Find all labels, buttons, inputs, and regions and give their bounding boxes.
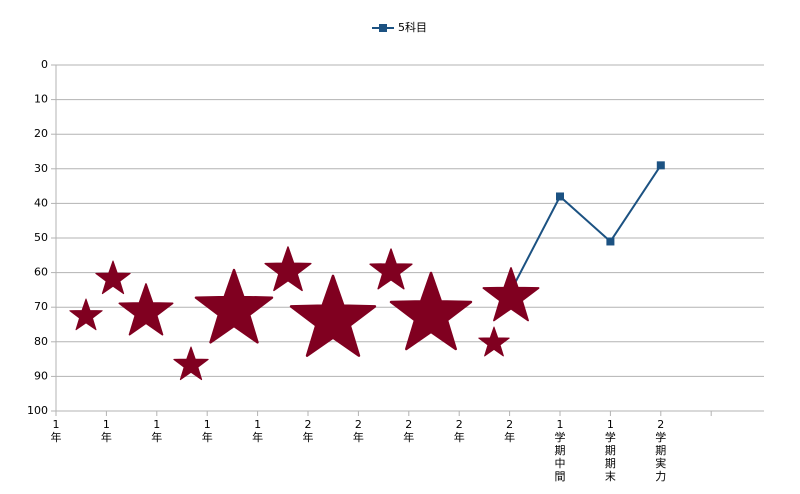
star <box>479 327 509 356</box>
y-tick-label: 50 <box>34 231 48 244</box>
star <box>196 270 272 342</box>
x-tick-label: 1 学期期末 <box>605 418 616 483</box>
star <box>70 299 102 330</box>
y-tick-label: 10 <box>34 93 48 106</box>
y-tick-label: 60 <box>34 266 48 279</box>
legend-label: 5科目 <box>398 20 427 34</box>
x-tick-label: 1 学期中間 <box>555 418 566 483</box>
y-tick-label: 100 <box>27 404 48 417</box>
data-point <box>656 161 665 170</box>
y-tick-label: 30 <box>34 162 48 175</box>
star-decorations <box>70 247 539 380</box>
star <box>96 261 130 294</box>
y-tick-label: 0 <box>41 58 48 71</box>
star <box>483 268 538 320</box>
data-point <box>606 237 615 246</box>
y-tick-label: 70 <box>34 300 48 313</box>
star <box>370 249 412 289</box>
star <box>291 276 375 356</box>
legend-marker <box>379 24 387 32</box>
y-tick-label: 40 <box>34 196 48 209</box>
x-tick-label: 2 学期実力 <box>655 418 666 483</box>
y-tick-label: 80 <box>34 335 48 348</box>
star <box>174 347 208 380</box>
data-point <box>556 192 564 201</box>
star <box>265 247 311 290</box>
star <box>119 284 172 335</box>
series-line <box>508 164 662 294</box>
y-tick-label: 20 <box>34 127 48 140</box>
y-tick-label: 90 <box>34 369 48 382</box>
